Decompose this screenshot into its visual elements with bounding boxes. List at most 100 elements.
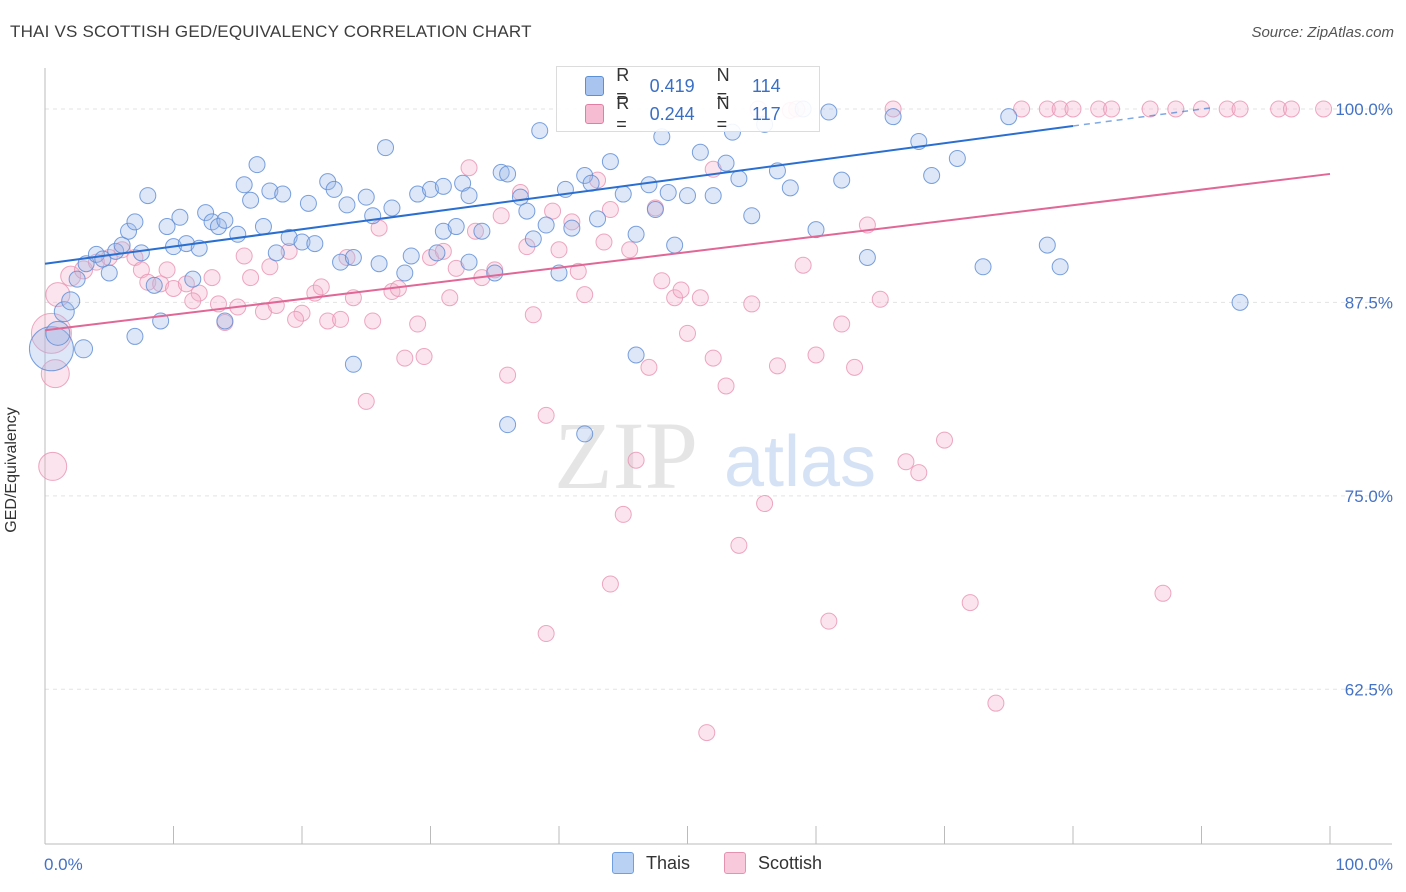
data-point (254, 218, 272, 236)
data-point (1282, 100, 1300, 118)
data-point (332, 253, 350, 271)
data-point (518, 202, 536, 220)
data-point (68, 270, 86, 288)
legend-item-thais[interactable]: Thais (612, 852, 690, 874)
data-point (235, 247, 253, 265)
data-point (691, 143, 709, 161)
legend-n-label: N = (716, 93, 730, 134)
data-point (1270, 100, 1288, 118)
data-point (1038, 236, 1056, 254)
legend-swatch-thais (612, 852, 634, 874)
watermark-zip: ZIP (554, 402, 698, 509)
legend-row-thais: R = 0.419 N = 114 (585, 65, 819, 106)
data-point (30, 312, 72, 354)
data-point (987, 694, 1005, 712)
legend-n-value: 114 (751, 75, 781, 96)
data-point (679, 187, 696, 205)
data-point (267, 244, 285, 262)
y-tick-label: 62.5% (1345, 680, 1393, 699)
legend-swatch-thais (585, 76, 605, 96)
data-point (730, 536, 748, 554)
data-point (531, 122, 549, 140)
y-tick-label: 75.0% (1345, 487, 1393, 506)
data-point (466, 222, 484, 240)
data-point (332, 310, 350, 328)
data-point (807, 346, 825, 364)
data-point (646, 201, 664, 219)
data-point (267, 296, 285, 314)
data-point (524, 230, 542, 248)
data-point (100, 264, 118, 282)
data-point (743, 295, 761, 313)
data-point (704, 349, 722, 367)
data-point (184, 270, 202, 288)
data-point (40, 359, 70, 389)
data-point (717, 154, 735, 172)
data-point (1013, 100, 1031, 118)
data-point (486, 264, 504, 282)
data-point (370, 255, 388, 273)
data-point (312, 278, 330, 296)
tick-labels: 100.0% 87.5% 75.0% 62.5% 0.0% 100.0% (44, 100, 1393, 874)
data-point (100, 249, 118, 267)
data-point (280, 228, 298, 246)
data-point (961, 594, 979, 612)
data-point (871, 290, 889, 308)
data-point (704, 187, 722, 205)
data-point (261, 182, 279, 200)
data-point (293, 233, 311, 251)
data-point (492, 207, 510, 225)
data-point (569, 262, 587, 280)
data-point (158, 218, 176, 236)
data-point (364, 312, 382, 330)
data-point (344, 249, 362, 267)
legend-n-value: 117 (751, 103, 781, 124)
data-point (640, 358, 658, 376)
data-point (666, 236, 684, 254)
data-point (1167, 100, 1185, 118)
data-point (974, 258, 992, 276)
data-point (460, 253, 478, 271)
data-point (415, 348, 433, 366)
data-point (1090, 100, 1108, 118)
data-point (274, 185, 292, 203)
data-point (28, 326, 74, 372)
data-point (659, 184, 677, 202)
y-tick-label: 87.5% (1345, 293, 1393, 312)
data-point (846, 358, 864, 376)
legend-label-thais: Thais (646, 852, 691, 873)
legend-r-value: 0.244 (649, 103, 695, 124)
legend-r-label: R = (616, 65, 630, 106)
data-point (165, 279, 182, 297)
data-point (576, 286, 594, 304)
legend-item-scottish[interactable]: Scottish (724, 852, 822, 874)
data-point (357, 392, 375, 410)
x-tick-label: 100.0% (1335, 855, 1393, 874)
trend-lines (44, 106, 1331, 332)
data-point (653, 272, 671, 290)
data-point (781, 179, 799, 197)
data-point (402, 247, 420, 265)
data-point (794, 256, 812, 274)
data-point (1218, 100, 1236, 118)
data-point (524, 306, 542, 324)
data-point (621, 241, 639, 259)
data-point (884, 108, 902, 126)
data-point (152, 275, 170, 293)
data-point (473, 222, 491, 240)
data-point (1038, 100, 1056, 118)
data-point (139, 187, 157, 205)
data-point (216, 312, 234, 330)
data-point (492, 163, 510, 181)
data-point (132, 244, 150, 262)
data-point (730, 170, 748, 188)
data-point (53, 301, 75, 323)
data-point (820, 612, 838, 630)
data-point (691, 289, 709, 307)
data-point (499, 366, 517, 384)
data-point (1141, 100, 1159, 118)
data-point (229, 225, 247, 243)
trend-line-scottish (44, 172, 1331, 332)
data-point (936, 431, 953, 449)
legend-r-value: 0.419 (649, 75, 695, 96)
